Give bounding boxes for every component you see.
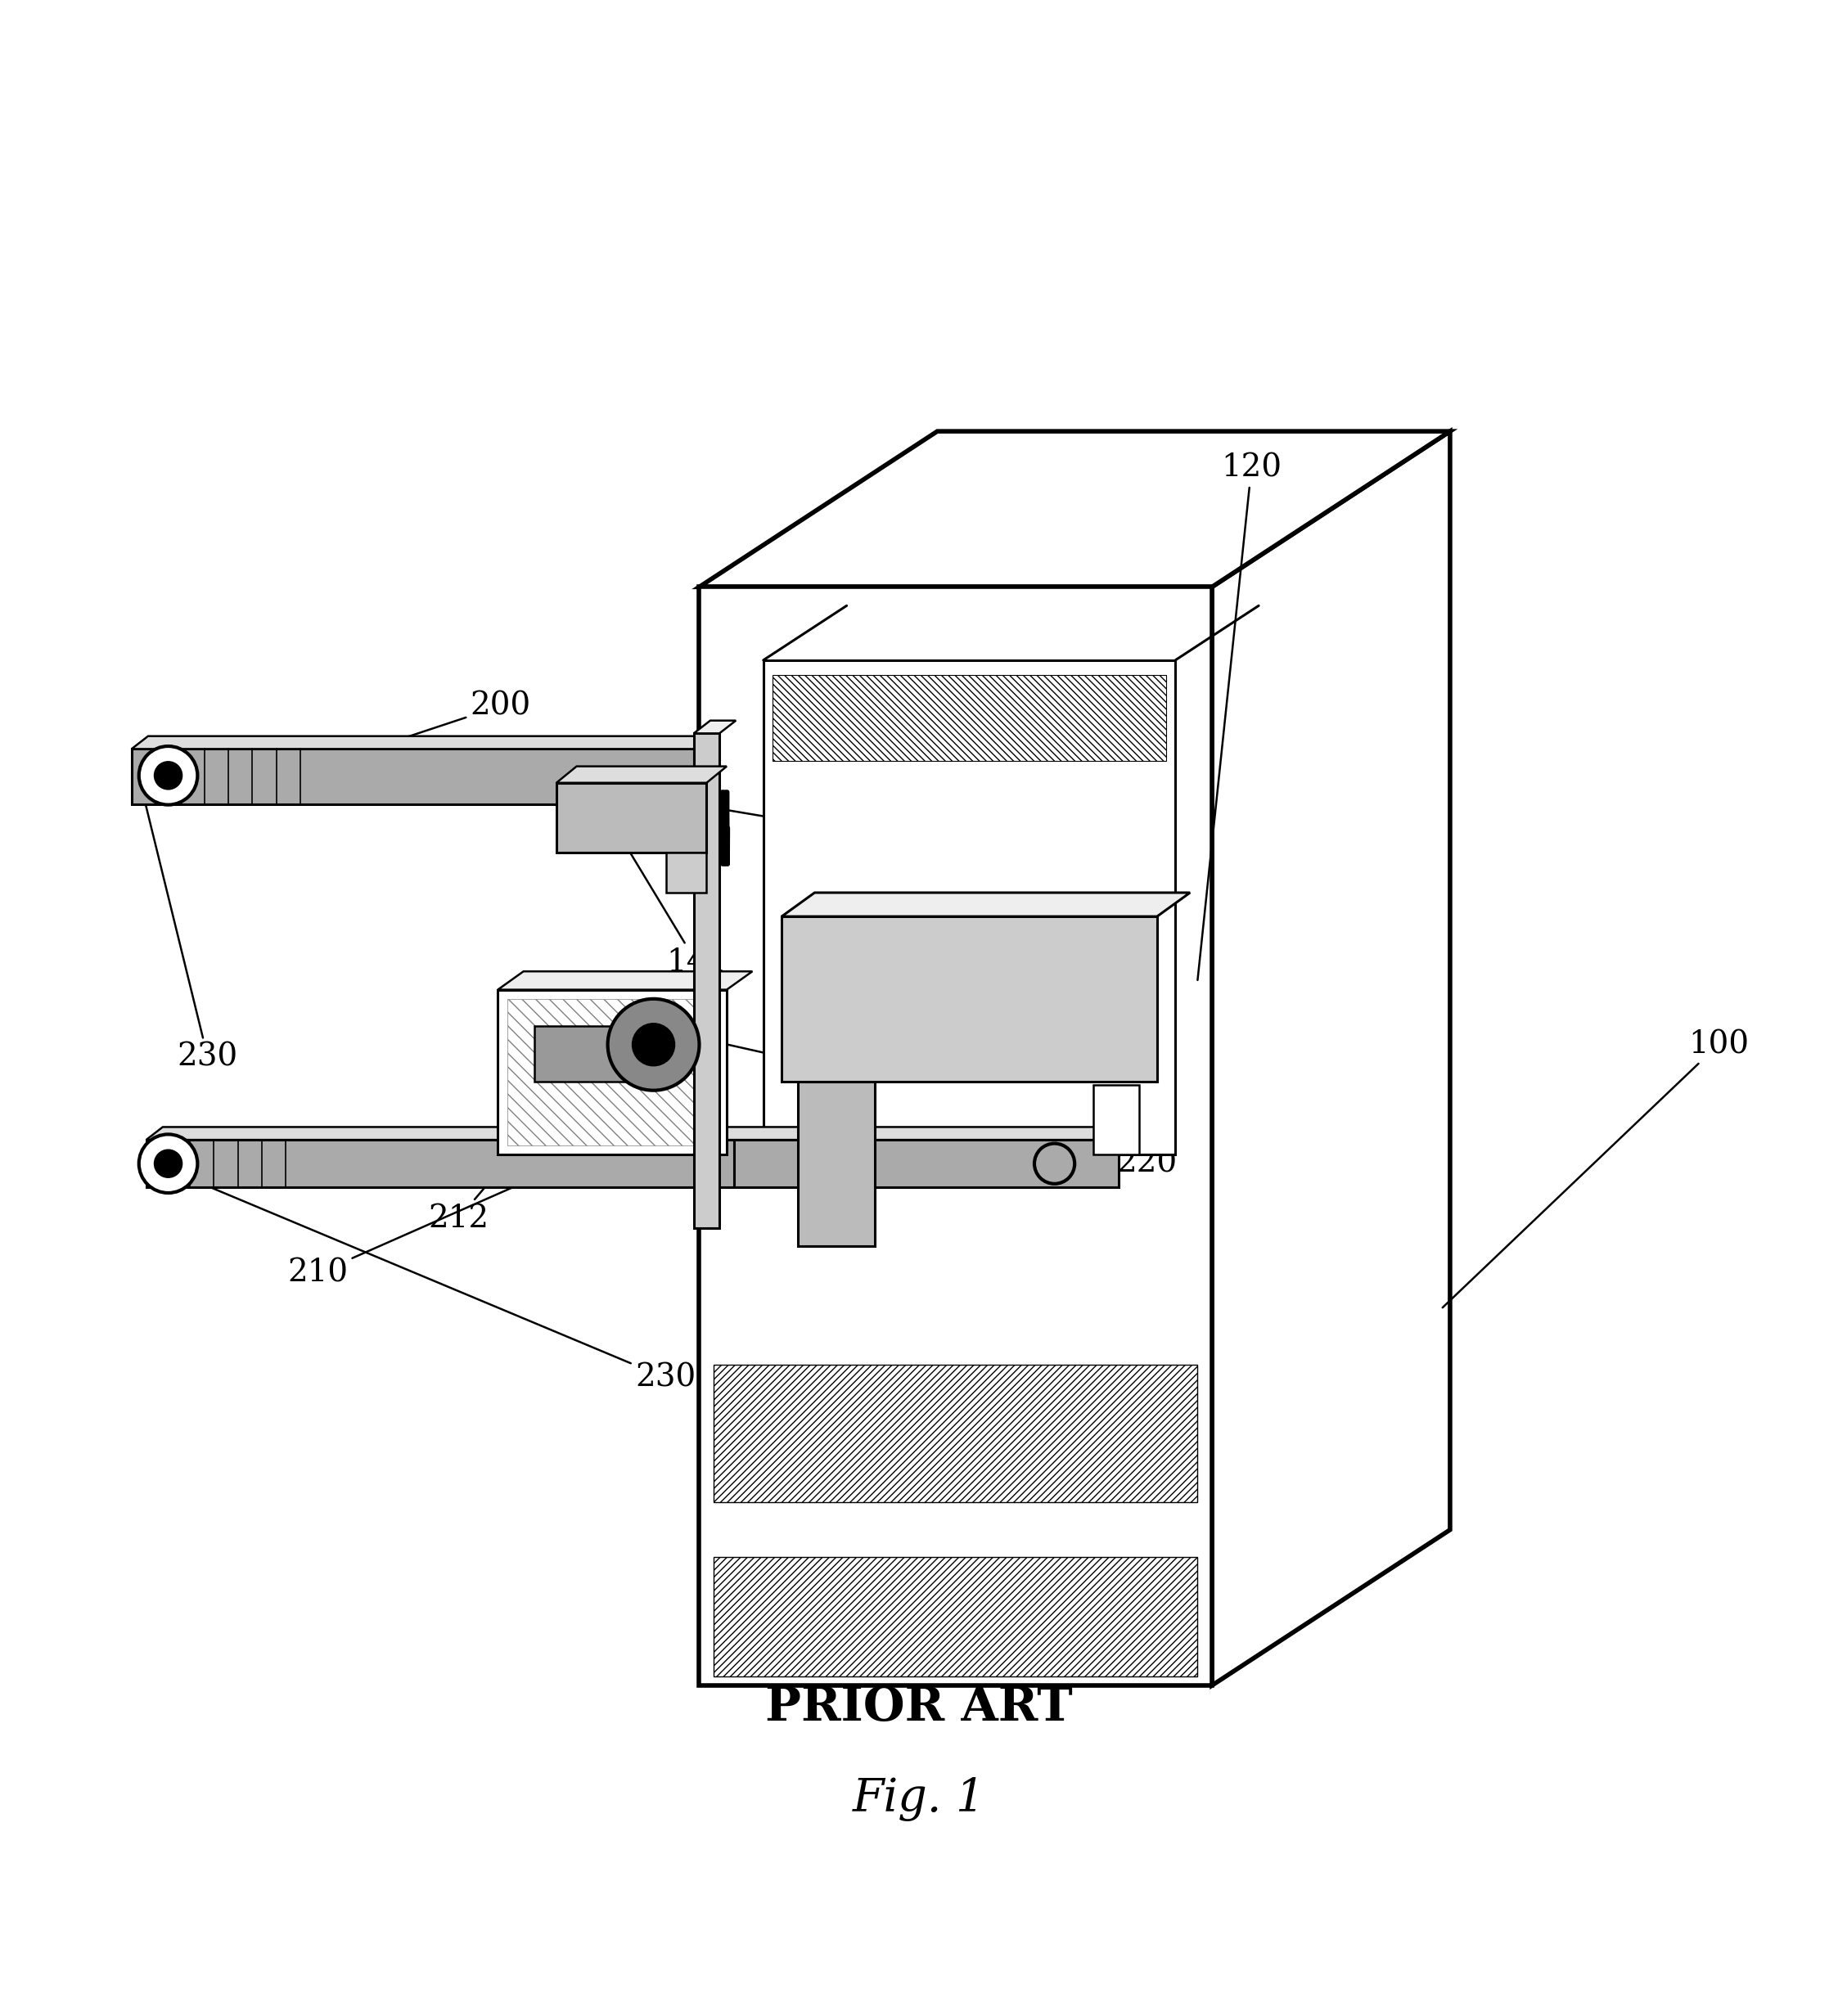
Polygon shape <box>698 431 1450 587</box>
Polygon shape <box>693 720 735 734</box>
Polygon shape <box>498 990 726 1155</box>
Polygon shape <box>498 972 752 990</box>
Circle shape <box>156 1151 180 1177</box>
Polygon shape <box>713 1365 1197 1502</box>
Text: 120: 120 <box>1198 454 1281 980</box>
Polygon shape <box>781 893 1189 917</box>
Polygon shape <box>507 998 717 1145</box>
Text: 140: 140 <box>709 1040 1044 1123</box>
Polygon shape <box>798 1081 875 1246</box>
Polygon shape <box>132 736 709 748</box>
Text: 100: 100 <box>1443 1030 1748 1308</box>
Polygon shape <box>132 748 693 804</box>
Circle shape <box>140 746 197 804</box>
Text: 211: 211 <box>658 1046 717 1133</box>
Circle shape <box>634 1024 673 1064</box>
Circle shape <box>608 998 698 1091</box>
Polygon shape <box>693 734 719 1228</box>
Polygon shape <box>733 1139 1119 1187</box>
Text: 160: 160 <box>728 810 1173 895</box>
Text: 141: 141 <box>610 821 726 978</box>
Polygon shape <box>147 1127 1136 1139</box>
Polygon shape <box>1211 431 1450 1685</box>
Polygon shape <box>763 659 1174 1155</box>
Circle shape <box>156 762 180 788</box>
Text: 230: 230 <box>142 786 239 1073</box>
Polygon shape <box>1094 1085 1140 1155</box>
Polygon shape <box>557 782 706 853</box>
Text: Fig. 1: Fig. 1 <box>853 1776 985 1820</box>
Polygon shape <box>147 1139 733 1187</box>
Text: PRIOR ART: PRIOR ART <box>765 1685 1073 1730</box>
Text: 220: 220 <box>974 1149 1178 1179</box>
Circle shape <box>140 1135 197 1193</box>
Polygon shape <box>662 804 693 837</box>
Polygon shape <box>698 587 1211 1685</box>
Text: 212: 212 <box>428 1056 597 1234</box>
Polygon shape <box>772 675 1165 760</box>
Text: 230: 230 <box>143 1159 697 1393</box>
Polygon shape <box>535 1026 664 1081</box>
Polygon shape <box>781 917 1158 1081</box>
Polygon shape <box>713 1556 1197 1675</box>
Text: 200: 200 <box>301 691 531 774</box>
Polygon shape <box>667 853 706 893</box>
Text: 210: 210 <box>287 1165 564 1288</box>
Polygon shape <box>557 766 726 782</box>
